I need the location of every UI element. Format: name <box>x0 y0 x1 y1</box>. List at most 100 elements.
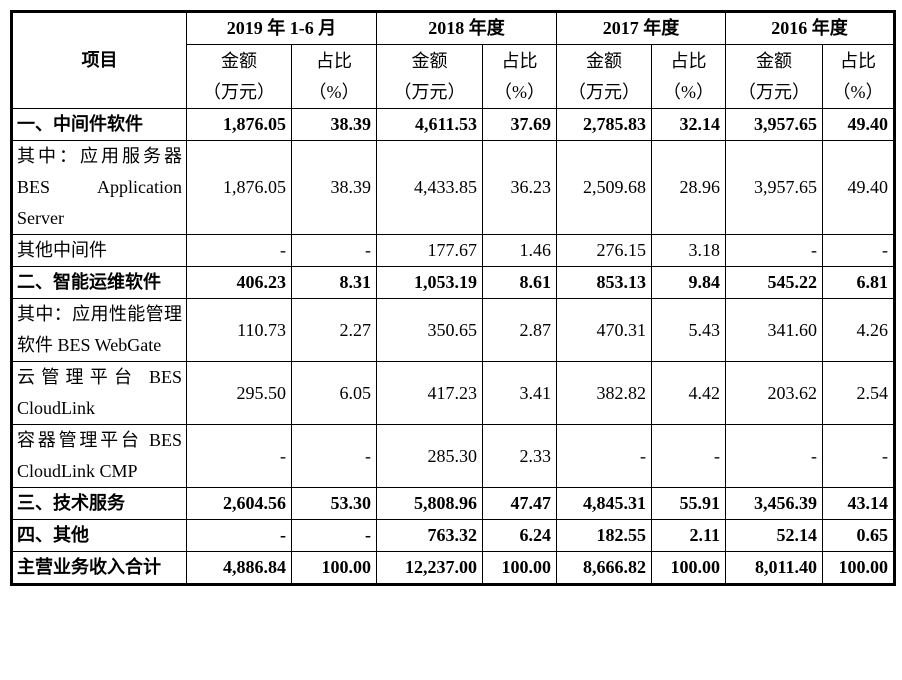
amount-cell: 2,509.68 <box>556 140 652 235</box>
amount-cell: 4,433.85 <box>376 140 483 235</box>
header-amount: 金额 （万元） <box>186 44 292 109</box>
amount-cell: - <box>725 234 823 267</box>
amount-cell: 417.23 <box>376 361 483 425</box>
amount-label: 金额 <box>756 50 792 71</box>
ratio-cell: - <box>291 519 377 552</box>
ratio-cell: 38.39 <box>291 140 377 235</box>
ratio-cell: 2.87 <box>482 298 557 362</box>
amount-cell: 4,845.31 <box>556 487 652 520</box>
amount-cell: 8,011.40 <box>725 551 823 585</box>
row-label: 其中：应用性能管理软件 BES WebGate <box>11 298 187 362</box>
amount-cell: 853.13 <box>556 266 652 299</box>
ratio-label: 占比 <box>316 50 352 71</box>
amount-cell: 12,237.00 <box>376 551 483 585</box>
ratio-cell: 55.91 <box>651 487 726 520</box>
header-period: 2018 年度 <box>376 11 557 45</box>
amount-cell: 1,876.05 <box>186 140 292 235</box>
ratio-cell: 3.41 <box>482 361 557 425</box>
ratio-cell: 37.69 <box>482 108 557 141</box>
ratio-cell: 2.11 <box>651 519 726 552</box>
ratio-cell: 3.18 <box>651 234 726 267</box>
amount-cell: 350.65 <box>376 298 483 362</box>
ratio-cell: 6.24 <box>482 519 557 552</box>
amount-unit: （万元） <box>568 81 640 102</box>
amount-cell: 295.50 <box>186 361 292 425</box>
ratio-cell: 6.05 <box>291 361 377 425</box>
amount-cell: 4,886.84 <box>186 551 292 585</box>
header-period: 2019 年 1-6 月 <box>186 11 377 45</box>
amount-cell: 110.73 <box>186 298 292 362</box>
row-label: 一、中间件软件 <box>11 108 187 141</box>
table-row: 四、其他 - -763.32 6.24 182.55 2.11 52.14 0.65 <box>11 519 895 552</box>
ratio-cell: - <box>291 424 377 488</box>
header-amount: 金额 （万元） <box>556 44 652 109</box>
row-label: 四、其他 <box>11 519 187 552</box>
ratio-cell: 2.54 <box>822 361 895 425</box>
table-row: 容器管理平台 BES CloudLink CMP - -285.30 2.33- - - - <box>11 424 895 488</box>
header-item: 项目 <box>11 11 187 109</box>
ratio-cell: 47.47 <box>482 487 557 520</box>
amount-label: 金额 <box>411 50 448 71</box>
amount-cell: 203.62 <box>725 361 823 425</box>
amount-cell: - <box>186 234 292 267</box>
amount-cell: 1,053.19 <box>376 266 483 299</box>
table-row: 其中：应用服务器 BES Application Server 1,876.05 3… <box>11 140 895 235</box>
ratio-cell: 2.33 <box>482 424 557 488</box>
row-label: 其他中间件 <box>11 234 187 267</box>
amount-cell: 545.22 <box>725 266 823 299</box>
table-row: 其中：应用性能管理软件 BES WebGate 110.73 2.27 350.65 2… <box>11 298 895 362</box>
ratio-cell: 53.30 <box>291 487 377 520</box>
ratio-cell: 9.84 <box>651 266 726 299</box>
ratio-cell: - <box>651 424 726 488</box>
ratio-cell: - <box>822 234 895 267</box>
header-period: 2016 年度 <box>725 11 895 45</box>
row-label: 三、技术服务 <box>11 487 187 520</box>
ratio-unit: （%） <box>308 81 360 102</box>
amount-cell: 276.15 <box>556 234 652 267</box>
amount-cell: 2,785.83 <box>556 108 652 141</box>
ratio-cell: 5.43 <box>651 298 726 362</box>
amount-label: 金额 <box>221 50 257 71</box>
amount-unit: （万元） <box>393 81 466 102</box>
ratio-cell: 100.00 <box>482 551 557 585</box>
ratio-unit: （%） <box>663 81 714 102</box>
ratio-cell: 49.40 <box>822 140 895 235</box>
ratio-label: 占比 <box>501 50 538 71</box>
amount-cell: 1,876.05 <box>186 108 292 141</box>
amount-cell: 406.23 <box>186 266 292 299</box>
ratio-cell: 1.46 <box>482 234 557 267</box>
amount-cell: 3,957.65 <box>725 140 823 235</box>
amount-unit: （万元） <box>203 81 275 102</box>
ratio-cell: - <box>291 234 377 267</box>
amount-cell: 285.30 <box>376 424 483 488</box>
amount-label: 金额 <box>586 50 622 71</box>
amount-cell: 2,604.56 <box>186 487 292 520</box>
ratio-cell: 2.27 <box>291 298 377 362</box>
amount-cell: 5,808.96 <box>376 487 483 520</box>
header-ratio: 占比 （%） <box>482 44 557 109</box>
ratio-cell: 32.14 <box>651 108 726 141</box>
table-row: 三、技术服务 2,604.56 53.30 5,808.96 47.47 4,845.31… <box>11 487 895 520</box>
amount-cell: 763.32 <box>376 519 483 552</box>
ratio-cell: 0.65 <box>822 519 895 552</box>
ratio-cell: 36.23 <box>482 140 557 235</box>
row-label: 二、智能运维软件 <box>11 266 187 299</box>
ratio-cell: 100.00 <box>822 551 895 585</box>
row-label: 主营业务收入合计 <box>11 551 187 585</box>
ratio-label: 占比 <box>670 50 707 71</box>
ratio-label: 占比 <box>840 50 876 71</box>
table-row: 二、智能运维软件 406.23 8.31 1,053.19 8.61 853.13 9.84… <box>11 266 895 299</box>
ratio-cell: 8.61 <box>482 266 557 299</box>
table-row: 一、中间件软件 1,876.05 38.39 4,611.53 37.69 2,785.8… <box>11 108 895 141</box>
amount-unit: （万元） <box>738 81 810 102</box>
header-ratio: 占比 （%） <box>822 44 895 109</box>
ratio-cell: 100.00 <box>651 551 726 585</box>
ratio-cell: 4.42 <box>651 361 726 425</box>
ratio-cell: 43.14 <box>822 487 895 520</box>
amount-cell: - <box>556 424 652 488</box>
header-amount: 金额 （万元） <box>376 44 483 109</box>
amount-cell: - <box>186 424 292 488</box>
ratio-unit: （%） <box>832 81 884 102</box>
ratio-unit: （%） <box>494 81 545 102</box>
ratio-cell: 38.39 <box>291 108 377 141</box>
